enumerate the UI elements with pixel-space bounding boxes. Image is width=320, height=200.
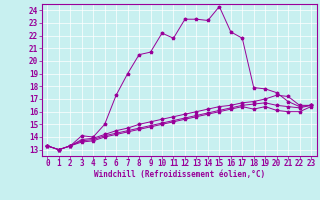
X-axis label: Windchill (Refroidissement éolien,°C): Windchill (Refroidissement éolien,°C): [94, 170, 265, 179]
